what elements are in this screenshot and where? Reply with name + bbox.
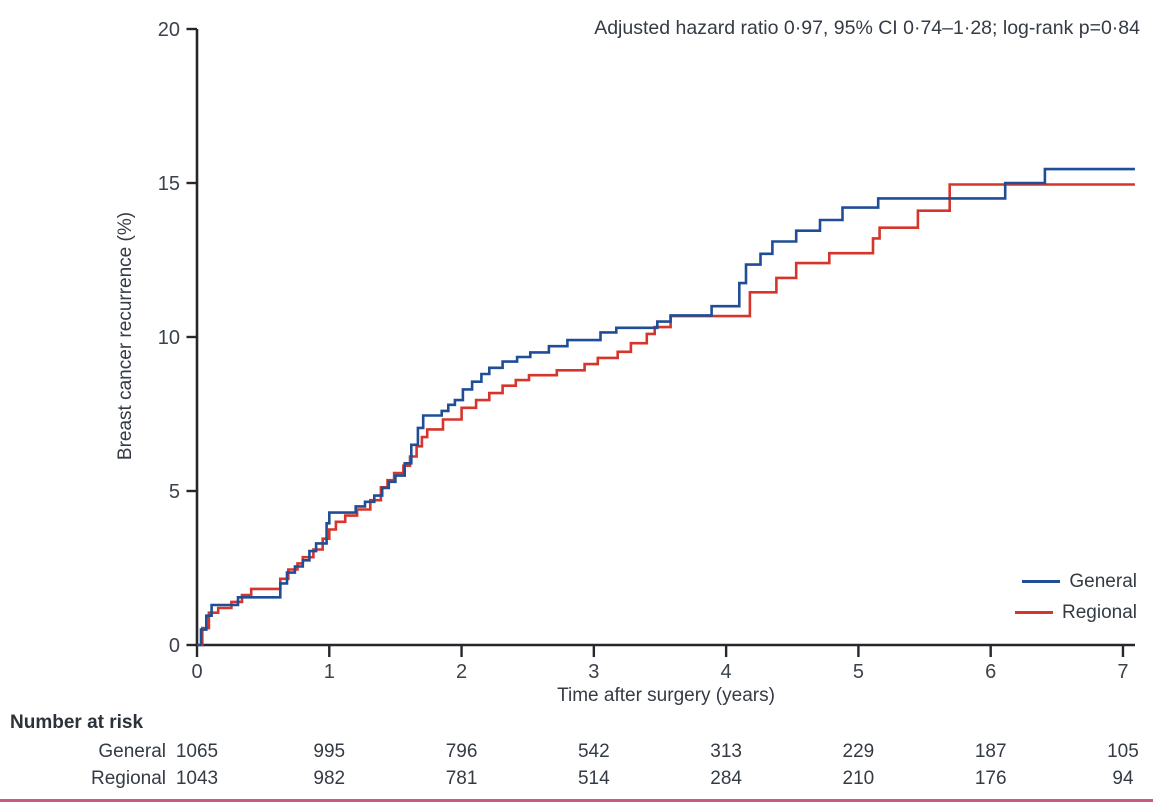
regional-curve	[197, 183, 1135, 647]
legend-label-regional: Regional	[1062, 601, 1137, 623]
risk-count: 796	[445, 741, 478, 762]
x-tick-label: 3	[588, 661, 599, 683]
risk-row-general: General 1065 995 796 542 313 229 187 105	[0, 741, 1153, 767]
risk-count: 781	[445, 768, 478, 789]
risk-count: 514	[577, 768, 610, 789]
y-tick-label: 5	[169, 481, 180, 503]
risk-count: 982	[313, 768, 346, 789]
x-tick-label: 4	[721, 661, 732, 683]
legend-label-general: General	[1069, 570, 1137, 592]
risk-count: 210	[842, 768, 875, 789]
risk-count: 1043	[175, 768, 219, 789]
legend-item-regional: Regional	[1015, 597, 1137, 628]
risk-count: 105	[1107, 741, 1139, 762]
regional-line-swatch	[1015, 611, 1053, 614]
general-curve	[197, 167, 1135, 647]
risk-count: 995	[313, 741, 346, 762]
y-tick-label: 0	[169, 635, 180, 657]
legend: General Regional	[1015, 566, 1137, 628]
risk-count: 187	[974, 741, 1007, 762]
risk-count: 229	[842, 741, 875, 762]
x-tick-label: 0	[191, 661, 202, 683]
x-axis-label: Time after surgery (years)	[557, 685, 775, 706]
x-tick-label: 6	[985, 661, 996, 683]
risk-count: 284	[710, 768, 742, 789]
x-tick-label: 5	[853, 661, 864, 683]
hazard-ratio-annotation: Adjusted hazard ratio 0·97, 95% CI 0·74–…	[594, 17, 1140, 39]
x-tick-label: 7	[1117, 661, 1128, 683]
risk-row-label: General	[98, 741, 166, 762]
x-tick-label: 2	[456, 661, 467, 683]
general-line-swatch	[1022, 580, 1061, 583]
y-tick-label: 15	[158, 173, 180, 195]
journal-accent-rule	[0, 799, 1153, 802]
number-at-risk-title: Number at risk	[10, 712, 144, 733]
x-tick-label: 1	[324, 661, 335, 683]
y-tick-label: 10	[158, 327, 180, 349]
y-tick-label: 20	[158, 19, 180, 41]
risk-count: 313	[710, 741, 742, 762]
risk-count: 542	[577, 741, 610, 762]
risk-count: 94	[1112, 768, 1134, 789]
risk-count: 176	[974, 768, 1007, 789]
km-step-plot: 0 5 10 15 20 0 1 2 3 4 5 6 7	[158, 19, 1135, 683]
legend-item-general: General	[1015, 566, 1137, 597]
risk-row-regional: Regional 1043 982 781 514 284 210 176 94	[0, 768, 1153, 794]
risk-count: 1065	[175, 741, 219, 762]
risk-row-label: Regional	[91, 768, 166, 789]
